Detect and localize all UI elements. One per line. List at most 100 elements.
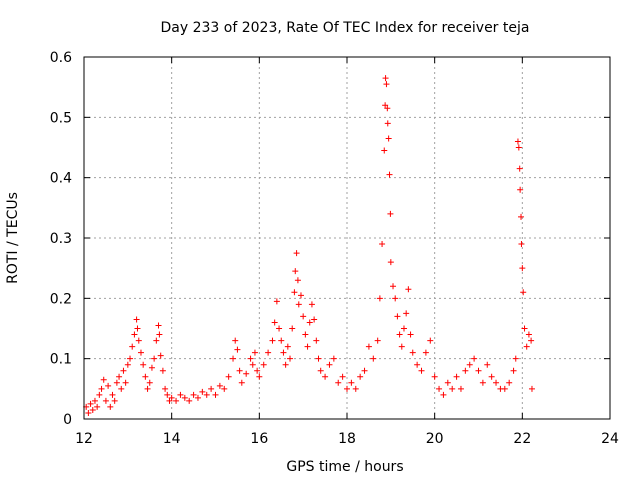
- data-point: [484, 361, 491, 368]
- data-point: [280, 349, 287, 356]
- data-point: [133, 316, 140, 323]
- data-point: [148, 364, 155, 371]
- data-point: [462, 367, 469, 374]
- data-point: [405, 286, 412, 293]
- data-point: [221, 385, 228, 392]
- data-point: [134, 325, 141, 332]
- data-point: [518, 241, 525, 248]
- data-point: [137, 349, 144, 356]
- data-point: [510, 367, 517, 374]
- data-point: [501, 385, 508, 392]
- data-point: [276, 325, 283, 332]
- data-point: [273, 298, 280, 305]
- x-tick-label: 22: [513, 431, 531, 447]
- data-point: [466, 361, 473, 368]
- data-point: [159, 367, 166, 374]
- data-point: [144, 385, 151, 392]
- data-point: [251, 349, 258, 356]
- data-point: [361, 367, 368, 374]
- y-tick-label: 0.3: [50, 231, 72, 247]
- data-point: [294, 277, 301, 284]
- data-point: [105, 382, 112, 389]
- data-point: [168, 394, 175, 401]
- grid-lines: [84, 57, 610, 419]
- data-point: [91, 397, 98, 404]
- data-point: [102, 397, 109, 404]
- data-point: [315, 355, 322, 362]
- data-point: [335, 379, 342, 386]
- axis-ticks: 12 14 16 18 20 22 24 0 0.1 0.2 0.3 0.4 0.5 0.6: [50, 50, 619, 447]
- data-point: [374, 337, 381, 344]
- data-point: [295, 301, 302, 308]
- data-point: [488, 373, 495, 380]
- data-point: [113, 379, 120, 386]
- y-axis-label: ROTI / TECUs: [5, 192, 21, 284]
- data-point: [436, 385, 443, 392]
- data-point: [518, 213, 525, 220]
- data-point: [528, 337, 535, 344]
- data-point: [151, 355, 158, 362]
- data-point: [230, 355, 237, 362]
- data-point: [254, 367, 261, 374]
- data-point: [370, 355, 377, 362]
- data-point: [300, 313, 307, 320]
- data-point: [85, 409, 92, 416]
- data-point: [398, 343, 405, 350]
- data-point: [238, 379, 245, 386]
- data-point: [431, 373, 438, 380]
- data-point: [339, 373, 346, 380]
- data-point: [293, 250, 300, 257]
- data-point: [135, 337, 142, 344]
- data-point: [155, 322, 162, 329]
- data-point: [440, 391, 447, 398]
- data-point: [519, 265, 526, 272]
- data-point: [162, 385, 169, 392]
- data-point: [156, 331, 163, 338]
- data-point: [384, 120, 391, 127]
- data-point: [422, 349, 429, 356]
- data-point: [396, 331, 403, 338]
- data-point: [111, 397, 118, 404]
- x-tick-label: 18: [338, 431, 356, 447]
- data-point: [96, 391, 103, 398]
- data-point: [234, 346, 241, 353]
- data-point: [330, 355, 337, 362]
- data-point: [122, 379, 129, 386]
- x-tick-label: 20: [426, 431, 444, 447]
- data-point: [225, 373, 232, 380]
- data-point: [392, 295, 399, 302]
- data-point: [365, 343, 372, 350]
- data-point: [265, 349, 272, 356]
- y-tick-label: 0.1: [50, 352, 72, 368]
- data-point: [107, 403, 114, 410]
- data-point: [528, 385, 535, 392]
- data-point: [348, 379, 355, 386]
- data-point: [344, 385, 350, 392]
- data-point: [383, 81, 390, 88]
- data-point: [444, 379, 451, 386]
- data-point: [306, 319, 313, 326]
- data-point: [394, 313, 401, 320]
- data-point: [129, 343, 136, 350]
- data-point: [177, 391, 184, 398]
- data-point: [186, 397, 193, 404]
- data-point: [256, 373, 263, 380]
- data-point: [89, 406, 96, 413]
- data-point: [400, 325, 407, 332]
- y-tick-label: 0.2: [50, 291, 72, 307]
- data-point: [190, 391, 197, 398]
- data-point: [203, 391, 210, 398]
- data-point: [118, 385, 125, 392]
- data-point: [166, 397, 173, 404]
- data-point: [390, 283, 397, 290]
- data-point: [520, 289, 527, 296]
- data-point: [308, 301, 315, 308]
- data-point: [382, 102, 389, 109]
- data-point: [269, 337, 276, 344]
- data-point: [512, 355, 519, 362]
- data-point: [232, 337, 239, 344]
- data-point: [386, 171, 393, 178]
- y-tick-label: 0.4: [50, 171, 72, 187]
- data-point: [181, 394, 188, 401]
